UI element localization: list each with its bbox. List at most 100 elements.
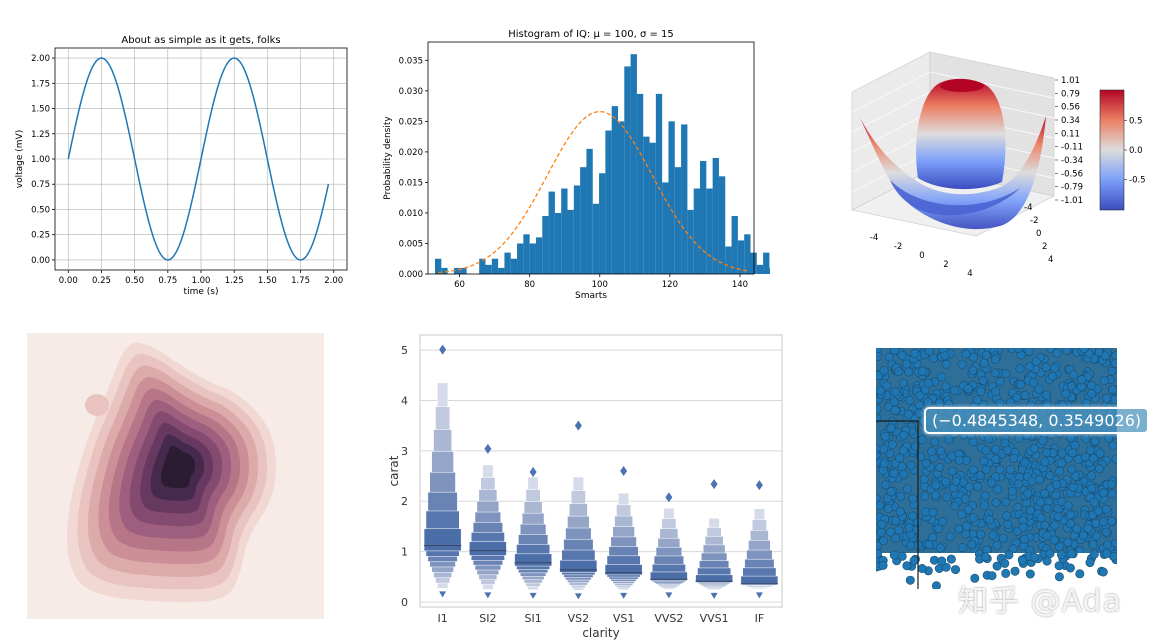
histogram-bar [441, 267, 448, 274]
scatter-point [1088, 540, 1098, 550]
scatter-point [1100, 351, 1110, 361]
y-tick-label: 4 [401, 394, 408, 407]
outlier-marker [665, 492, 673, 503]
scatter-point [1072, 524, 1082, 534]
scatter-point [968, 513, 978, 523]
scatter-point [961, 349, 971, 359]
scatter-point [1042, 556, 1052, 566]
scatter-point [1057, 458, 1067, 468]
histogram-bar [485, 264, 492, 274]
histogram-bar [668, 121, 675, 274]
scatter-point [1023, 489, 1033, 499]
scatter-point [890, 405, 900, 415]
scatter-point [1054, 561, 1064, 571]
z-tick-label: 0.56 [1061, 103, 1080, 113]
scatter-point [920, 507, 930, 517]
z-tick-label: 0.11 [1061, 129, 1080, 139]
scatter-point [980, 491, 990, 501]
histogram-bar [599, 173, 606, 274]
scatter-point [993, 484, 1003, 494]
histogram-bar [567, 209, 574, 274]
panel-boxen: 0 1 2 3 4 5 I1 SI2 SI1 VS2 VS1 VVS2 VVS1 IF clarity car… [380, 330, 800, 641]
scatter-point [887, 440, 897, 450]
boxen-box [740, 575, 779, 585]
scatter-point [1029, 378, 1039, 388]
scatter-point [945, 532, 955, 542]
x-tick-label: SI1 [525, 612, 542, 625]
histogram-bar [756, 264, 764, 274]
scatter-point [1054, 572, 1064, 582]
scatter-point [1050, 520, 1060, 530]
scatter-point [876, 352, 882, 361]
outlier-marker [620, 592, 628, 599]
scatter-point [920, 491, 930, 501]
scatter-point [990, 368, 1000, 378]
scatter-point [907, 511, 917, 521]
surface-dome-top [940, 80, 984, 92]
scatter-point [1063, 537, 1073, 547]
scatter-point [963, 384, 973, 394]
scatter-point [1087, 483, 1097, 493]
scatter-point [991, 444, 1001, 454]
scatter-point [1095, 464, 1105, 474]
scatter-point [908, 494, 918, 504]
scatter-point [1029, 443, 1039, 453]
scatter-point [1067, 448, 1077, 458]
scatter-point [1063, 501, 1073, 511]
y-tick-label: 2 [401, 495, 408, 508]
scatter-point [1001, 568, 1011, 578]
scatter-point [1042, 503, 1052, 513]
y-tick-label: 0.035 [399, 56, 423, 66]
scatter-point [981, 445, 991, 455]
histogram-bar [712, 158, 719, 274]
kde-contour-level [161, 445, 196, 489]
histogram-bar [554, 212, 562, 274]
panel-surface: 1.01 0.79 0.56 0.34 0.11 -0.11 -0.34 -0.56 -0.79… [830, 30, 1160, 280]
z-tick-label: -0.11 [1061, 143, 1083, 153]
histogram-bar [561, 188, 568, 274]
histogram-bar [700, 161, 707, 274]
grid-line [929, 71, 1055, 99]
pdf-curve [438, 110, 748, 274]
histogram-bar [687, 209, 694, 274]
x-tick-label: 0.00 [59, 276, 78, 286]
scatter-point [876, 493, 881, 503]
scatter-point [1087, 380, 1097, 390]
y-tick-label: 0.025 [399, 117, 423, 127]
panel-scatter [876, 348, 1117, 589]
x-axis-label: time (s) [184, 287, 219, 297]
grid-line [851, 71, 931, 113]
scatter-point [924, 378, 934, 388]
scatter-point [963, 505, 973, 515]
scatter-point [1014, 433, 1024, 443]
z-tick-label: -1.01 [1061, 196, 1083, 206]
scatter-point [1066, 381, 1076, 391]
scatter-point [935, 462, 945, 472]
scatter-point [951, 565, 961, 575]
x-tick-label: VVS1 [700, 612, 729, 625]
scatter-point [903, 409, 913, 419]
scatter-point [954, 524, 964, 534]
boxen-chart: 0 1 2 3 4 5 I1 SI2 SI1 VS2 VS1 VVS2 VVS1 IF clarity car… [387, 334, 783, 640]
scatter-point [876, 501, 885, 511]
scatter-point [899, 469, 909, 479]
scatter-point [1092, 531, 1102, 541]
scatter-point [1018, 555, 1028, 565]
histogram-bar [706, 188, 713, 274]
histogram-bar [580, 167, 587, 274]
scatter-point [917, 435, 927, 445]
surface-chart: 1.01 0.79 0.56 0.34 0.11 -0.11 -0.34 -0.56 -0.79… [851, 51, 1146, 279]
scatter-point [951, 476, 961, 486]
coordinate-readout: (−0.4845348, 0.3549026) [924, 407, 1150, 434]
histogram-bar [517, 243, 524, 274]
scatter-point [976, 386, 986, 396]
scatter-point [1087, 471, 1097, 481]
scatter-point [1053, 511, 1063, 521]
scatter-point [980, 501, 990, 511]
y-tick-label: 3 [401, 445, 408, 458]
scatter-point [917, 366, 927, 376]
scatter-point [1045, 471, 1055, 481]
scatter-point [998, 533, 1008, 543]
scatter-point [941, 477, 951, 487]
scatter-point [970, 573, 980, 583]
